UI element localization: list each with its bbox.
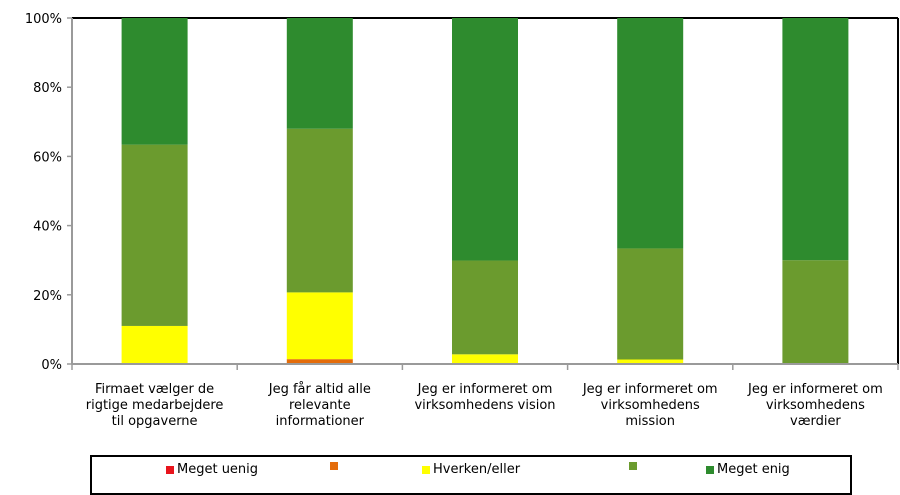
category-label: Jeg er informeret om virksomhedens vision — [414, 382, 555, 413]
y-tick-label: 100% — [25, 12, 62, 27]
category-label: Jeg får altid alle relevante informationer — [268, 382, 371, 429]
bars — [121, 18, 849, 364]
legend-swatch — [166, 465, 174, 474]
legend-label: Meget enig — [717, 462, 790, 477]
y-tick-label: 60% — [33, 150, 62, 165]
y-tick-label: 80% — [33, 81, 62, 96]
legend-swatch — [706, 465, 714, 474]
x-axis: Firmaet vælger de rigtige medarbejdere til… — [71, 363, 899, 429]
legend-label: Hverken/eller — [433, 462, 521, 477]
legend-swatch — [629, 462, 637, 470]
legend-item — [330, 462, 341, 470]
stacked-bar-chart: 0% 20% 40% 60% 80% 100% Firmaet vælger de rigt… — [25, 12, 899, 429]
bar-segment-1-5 — [121, 18, 188, 145]
bar-segment-4-4 — [617, 248, 684, 360]
y-tick-label: 40% — [33, 220, 62, 235]
legend-item: Meget enig — [706, 462, 790, 477]
category-label: Jeg er informeret om virksomhedens værdier — [747, 382, 883, 429]
bar-segment-2-5 — [286, 18, 353, 129]
bar-segment-3-5 — [452, 18, 518, 261]
bar-segment-1-3 — [121, 325, 188, 364]
bar-segment-3-4 — [452, 260, 518, 355]
category-label: Jeg er informeret om virksomhedens mission — [582, 382, 718, 429]
bar-segment-1-4 — [121, 144, 188, 326]
legend-item — [629, 462, 640, 470]
y-tick-label: 0% — [41, 358, 62, 373]
bar-segment-2-2 — [286, 359, 353, 364]
category-label: Firmaet vælger de rigtige medarbejdere til… — [86, 382, 224, 429]
legend-label: Meget uenig — [177, 462, 259, 477]
legend-item: Hverken/eller — [422, 462, 520, 477]
y-axis: 0% 20% 40% 60% 80% 100% — [25, 12, 899, 373]
bar-segment-5-5 — [782, 18, 849, 261]
bar-segment-3-3 — [452, 354, 518, 364]
y-tick-label: 20% — [33, 289, 62, 304]
legend-swatch — [422, 465, 430, 474]
legend: Meget uenig Hverken/eller Meget enig — [90, 455, 852, 495]
bar-segment-2-4 — [286, 128, 353, 293]
bar-segment-4-5 — [617, 18, 684, 249]
legend-item: Meget uenig — [166, 462, 258, 477]
bar-segment-5-4 — [782, 260, 849, 364]
legend-swatch — [330, 462, 338, 470]
bar-segment-4-3 — [617, 359, 684, 364]
bar-segment-2-3 — [286, 292, 353, 360]
